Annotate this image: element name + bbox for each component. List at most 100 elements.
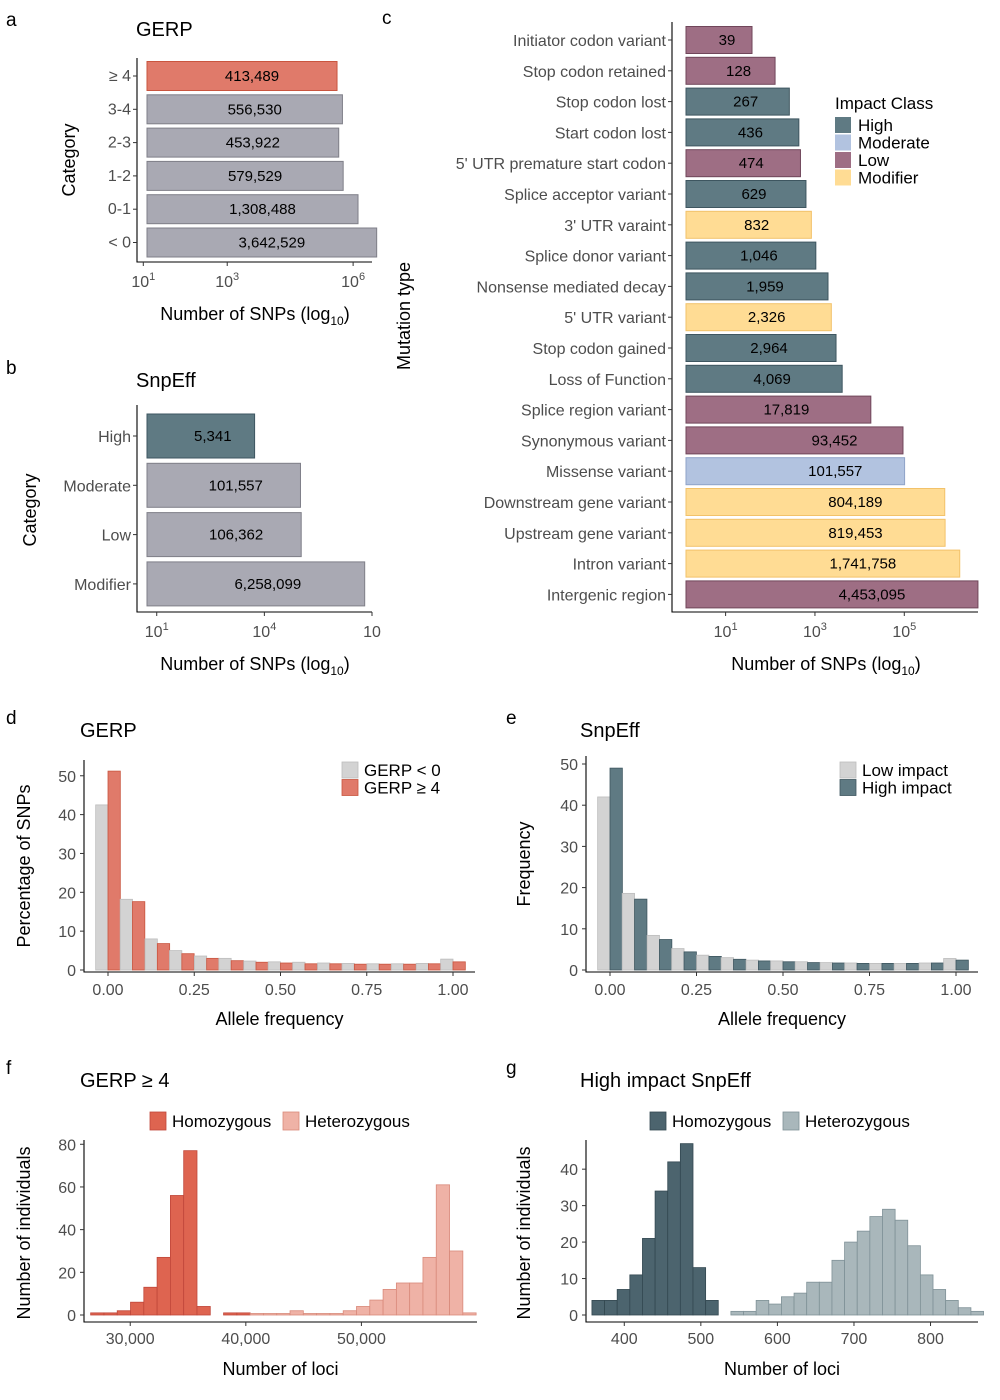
- bar: [342, 1310, 357, 1316]
- bar: [819, 962, 833, 971]
- bar: [882, 1208, 896, 1316]
- bar-value-label: 2,964: [750, 340, 788, 357]
- bar: [146, 227, 378, 258]
- x-axis-label-c: Number of SNPs (log10): [731, 654, 920, 678]
- category-tick-label: High: [98, 429, 131, 446]
- axis-lines: [671, 22, 978, 613]
- y-tick-label: 80: [58, 1137, 76, 1154]
- bar: [146, 194, 359, 225]
- x-tick-label: 0.50: [767, 982, 798, 999]
- bar: [770, 960, 784, 971]
- bar: [369, 1299, 384, 1316]
- x-tick-label: 600: [764, 1331, 791, 1348]
- bar-value-label: 93,452: [812, 432, 858, 449]
- bar: [683, 951, 697, 971]
- bar: [932, 1289, 947, 1316]
- legend-swatch: [835, 134, 851, 151]
- bar: [671, 948, 685, 971]
- bar: [196, 1306, 211, 1316]
- y-tick-label: 20: [58, 885, 76, 902]
- panel-label-f: f: [6, 1058, 12, 1079]
- bar-value-label: 101,557: [209, 477, 263, 494]
- bar: [781, 1296, 795, 1316]
- y-axis-label-d: Percentage of SNPs: [14, 784, 34, 947]
- category-tick-label: Downstream gene variant: [484, 495, 667, 512]
- bar: [218, 957, 232, 971]
- bar-value-label: 5,341: [194, 428, 232, 445]
- bar: [869, 1216, 883, 1316]
- legend-swatch: [649, 1111, 667, 1131]
- bar: [758, 960, 772, 971]
- bar-value-label: 106,362: [209, 527, 263, 544]
- bar: [768, 1303, 782, 1316]
- category-tick-label: Upstream gene variant: [504, 526, 666, 543]
- y-tick-label: 40: [560, 798, 578, 815]
- bar-value-label: 453,922: [226, 135, 280, 152]
- bar: [957, 1307, 972, 1316]
- bar: [170, 1195, 185, 1316]
- legend-entry: GERP < 0: [364, 761, 441, 780]
- y-tick-label: 20: [58, 1265, 76, 1282]
- y-tick-label: 40: [560, 1162, 578, 1179]
- y-axis-label-f: Number of individuals: [14, 1146, 34, 1319]
- bar-value-label: 267: [733, 94, 758, 111]
- bar: [634, 898, 648, 971]
- bar: [659, 939, 673, 971]
- panel-title-b: SnpEff: [136, 370, 196, 392]
- bar: [378, 963, 392, 971]
- category-tick-label: 0-1: [108, 201, 131, 218]
- bar: [869, 963, 883, 971]
- bar: [462, 1312, 477, 1316]
- bar: [604, 1300, 618, 1316]
- bar: [685, 334, 837, 362]
- bar: [276, 1313, 291, 1316]
- bar: [743, 1310, 757, 1316]
- bar: [806, 1281, 820, 1316]
- bar: [146, 462, 301, 508]
- legend-swatch: [282, 1111, 300, 1131]
- x-tick-label: 10: [363, 624, 381, 641]
- bar: [755, 1300, 770, 1316]
- legend-entry: Heterozygous: [805, 1112, 910, 1131]
- legend-entry: Heterozygous: [305, 1112, 410, 1131]
- y-axis-label-g: Number of individuals: [514, 1146, 534, 1319]
- bar: [685, 56, 776, 85]
- bar: [329, 963, 343, 971]
- category-tick-label: Splice region variant: [521, 403, 667, 420]
- panel-title-a: GERP: [136, 19, 193, 41]
- x-tick-label: 101: [714, 621, 738, 641]
- category-tick-label: ≥ 4: [109, 68, 131, 85]
- bar: [146, 160, 344, 191]
- panel-label-a: a: [6, 10, 17, 31]
- bar: [181, 953, 195, 971]
- bar-value-label: 3,642,529: [238, 235, 305, 252]
- bar: [894, 1219, 909, 1316]
- bar-value-label: 819,453: [828, 525, 882, 542]
- bar: [685, 426, 904, 455]
- bar: [667, 1161, 681, 1316]
- bar: [945, 1300, 959, 1316]
- bar: [146, 512, 302, 558]
- bar: [146, 94, 343, 125]
- bar-value-label: 629: [741, 186, 766, 203]
- y-tick-label: 10: [560, 922, 578, 939]
- bar: [893, 963, 907, 971]
- bar-value-label: 1,308,488: [229, 201, 296, 218]
- category-tick-label: Splice donor variant: [525, 249, 667, 266]
- bar-value-label: 436: [738, 124, 763, 141]
- bar: [302, 1313, 318, 1316]
- x-tick-label: 1.00: [437, 982, 468, 999]
- bar: [720, 957, 734, 971]
- bar-value-label: 17,819: [763, 402, 809, 419]
- bar: [255, 961, 269, 971]
- category-tick-label: Intergenic region: [547, 587, 666, 604]
- bar: [685, 26, 753, 54]
- bar-value-label: 4,069: [753, 371, 791, 388]
- bar: [206, 957, 220, 971]
- x-tick-label: 101: [145, 621, 169, 641]
- bar: [169, 950, 183, 971]
- bar: [132, 901, 146, 971]
- x-axis-label-e: Allele frequency: [718, 1009, 846, 1029]
- bar-value-label: 128: [726, 63, 751, 80]
